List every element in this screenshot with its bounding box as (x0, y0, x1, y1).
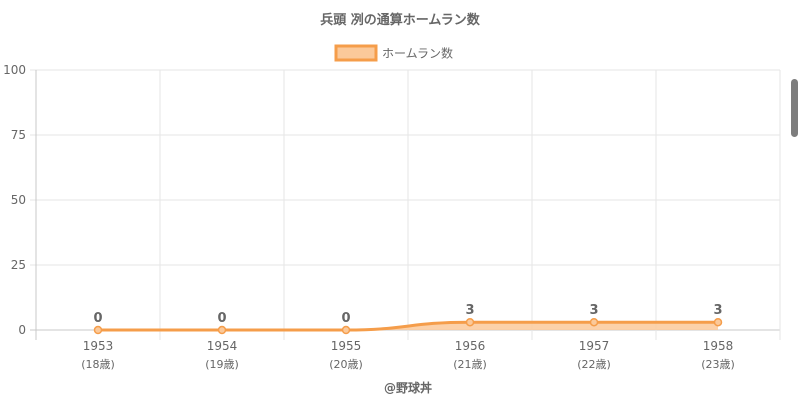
x-tick-label: 1956 (455, 339, 486, 353)
y-tick-label: 0 (18, 323, 26, 337)
data-point[interactable] (341, 325, 351, 335)
y-tick-label: 50 (11, 193, 26, 207)
x-age-label: (18歳) (81, 358, 115, 371)
y-tick-label: 100 (3, 63, 26, 77)
data-point[interactable] (93, 325, 103, 335)
y-tick-label: 25 (11, 258, 26, 272)
data-label: 0 (217, 311, 226, 326)
x-tick-label: 1954 (207, 339, 238, 353)
x-tick-label: 1958 (703, 339, 734, 353)
y-tick-label: 75 (11, 128, 26, 142)
data-point[interactable] (465, 317, 475, 327)
x-age-label: (23歳) (701, 358, 735, 371)
y-axis: 0 25 50 75 100 (3, 63, 26, 337)
x-age-label: (20歳) (329, 358, 363, 371)
x-tick-label: 1957 (579, 339, 610, 353)
x-tick-label: 1955 (331, 339, 362, 353)
grid (30, 69, 781, 340)
x-age-label: (22歳) (577, 358, 611, 371)
data-label: 3 (589, 303, 598, 318)
data-label: 0 (341, 311, 350, 326)
data-point[interactable] (217, 325, 227, 335)
data-point[interactable] (589, 317, 599, 327)
legend-swatch (334, 44, 378, 62)
data-label: 3 (713, 303, 722, 318)
legend[interactable]: ホームラン数 (334, 44, 453, 62)
series-line (98, 320, 718, 332)
chart-title: 兵頭 冽の通算ホームラン数 (320, 12, 480, 28)
data-label: 3 (465, 303, 474, 318)
legend-label: ホームラン数 (382, 46, 453, 61)
credit-text: @野球丼 (384, 380, 432, 395)
series-home-runs[interactable] (93, 317, 723, 335)
scrollbar-thumb[interactable] (791, 79, 798, 137)
x-tick-label: 1953 (83, 339, 114, 353)
data-point[interactable] (713, 317, 723, 327)
x-axis: 1953 (18歳) 1954 (19歳) 1955 (20歳) 1956 (21歳) 1957… (81, 339, 735, 371)
data-labels: 0 0 0 3 3 3 (93, 303, 722, 326)
x-age-label: (21歳) (453, 358, 487, 371)
x-age-label: (19歳) (205, 358, 239, 371)
data-label: 0 (93, 311, 102, 326)
